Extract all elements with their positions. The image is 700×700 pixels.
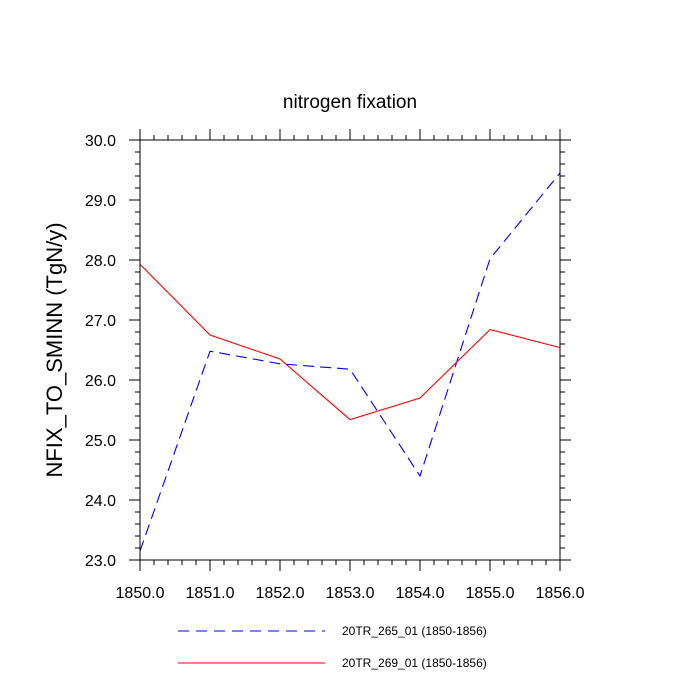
y-tick-label: 24.0 [85, 493, 116, 510]
x-tick-label: 1855.0 [466, 585, 515, 602]
series-line-1 [139, 172, 561, 552]
x-tick-label: 1852.0 [256, 585, 305, 602]
legend-label-1: 20TR_265_01 (1850-1856) [342, 624, 487, 638]
x-tick-label: 1850.0 [116, 585, 165, 602]
series-line-2 [139, 263, 561, 421]
y-tick-label: 29.0 [85, 193, 116, 210]
y-tick-label: 25.0 [85, 433, 116, 450]
x-tick-label: 1851.0 [186, 585, 235, 602]
series-lines [139, 172, 561, 552]
major-ticks [129, 129, 571, 571]
y-axis-label: NFIX_TO_SMINN (TgN/y) [42, 222, 67, 477]
x-tick-label: 1853.0 [326, 585, 375, 602]
y-tick-label: 26.0 [85, 373, 116, 390]
minor-ticks [135, 135, 565, 565]
legend: 20TR_265_01 (1850-1856) 20TR_269_01 (1850… [178, 624, 487, 670]
x-tick-label: 1856.0 [536, 585, 585, 602]
chart-title: nitrogen fixation [283, 92, 417, 113]
y-tick-label: 28.0 [85, 253, 116, 270]
plot-frame [139, 139, 561, 561]
y-tick-label: 23.0 [85, 553, 116, 570]
y-tick-label: 30.0 [85, 133, 116, 150]
x-tick-label: 1854.0 [396, 585, 445, 602]
y-tick-label: 27.0 [85, 313, 116, 330]
tick-labels: 23.0 24.0 25.0 26.0 27.0 28.0 29.0 30.0 1850.0 18… [85, 133, 585, 602]
legend-label-2: 20TR_269_01 (1850-1856) [342, 656, 487, 670]
